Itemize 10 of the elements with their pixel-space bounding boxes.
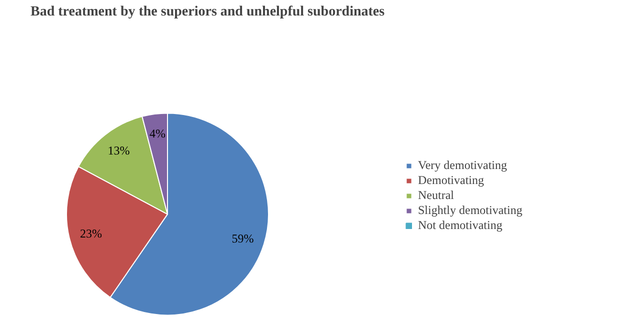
legend-label: Not demotivating — [418, 218, 502, 233]
data-label: 13% — [108, 143, 130, 158]
legend-label: Slightly demotivating — [418, 203, 522, 218]
legend-label: Demotivating — [418, 173, 484, 188]
data-label: 4% — [150, 126, 166, 141]
data-label: 23% — [80, 226, 102, 240]
chart-title: Bad treatment by the superiors and unhelpful subordinates — [30, 4, 386, 20]
legend-label: Neutral — [418, 188, 454, 203]
legend-label: Very demotivating — [418, 158, 507, 173]
data-label: 59% — [232, 231, 254, 246]
